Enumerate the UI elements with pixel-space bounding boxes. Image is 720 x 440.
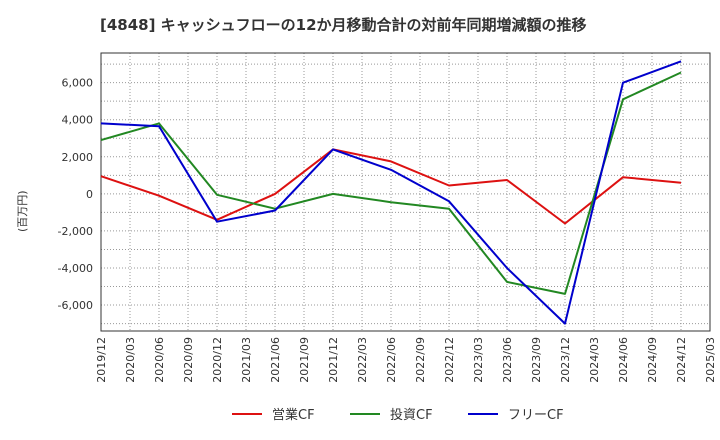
legend-label-1: 営業CF — [272, 407, 315, 423]
x-tick-label: 2023/09 — [530, 337, 543, 383]
x-tick-label: 2024/12 — [675, 337, 688, 383]
series-line-1 — [100, 148, 682, 225]
series-line-2 — [100, 71, 682, 295]
x-tick-label: 2021/03 — [240, 337, 253, 383]
x-tick-label: 2020/06 — [153, 337, 166, 383]
x-tick-label: 2024/09 — [646, 337, 659, 383]
chart-title: [4848] キャッシュフローの12か月移動合計の対前年同期増減額の推移 — [100, 16, 587, 34]
series-line-3 — [100, 60, 682, 325]
x-tick-label: 2025/03 — [704, 337, 717, 383]
x-tick-label: 2020/12 — [211, 337, 224, 383]
x-tick-label: 2022/12 — [443, 337, 456, 383]
x-tick-label: 2023/06 — [501, 337, 514, 383]
x-tick-label: 2024/03 — [588, 337, 601, 383]
y-tick-label: 0 — [86, 188, 93, 201]
legend-label-3: フリーCF — [508, 408, 564, 423]
x-tick-label: 2021/06 — [269, 337, 282, 383]
x-tick-label: 2023/12 — [559, 337, 572, 383]
y-tick-label: -4,000 — [58, 262, 93, 275]
x-tick-label: 2023/03 — [472, 337, 485, 383]
x-tick-label: 2024/06 — [617, 337, 630, 383]
legend-label-2: 投資CF — [390, 407, 433, 423]
plot-border — [100, 52, 711, 332]
x-tick-label: 2022/06 — [385, 337, 398, 383]
x-tick-label: 2020/09 — [182, 337, 195, 383]
y-tick-label: 6,000 — [62, 77, 94, 90]
y-tick-label: 2,000 — [62, 151, 94, 164]
x-tick-label: 2021/09 — [298, 337, 311, 383]
x-tick-label: 2021/12 — [327, 337, 340, 383]
y-tick-label: -6,000 — [58, 299, 93, 312]
x-tick-label: 2020/03 — [124, 337, 137, 383]
x-tick-label: 2022/03 — [356, 337, 369, 383]
y-tick-label: 4,000 — [62, 114, 94, 127]
x-tick-label: 2019/12 — [95, 337, 108, 383]
x-tick-label: 2022/09 — [414, 337, 427, 383]
y-tick-label: -2,000 — [58, 225, 93, 238]
plot-background — [101, 53, 710, 331]
